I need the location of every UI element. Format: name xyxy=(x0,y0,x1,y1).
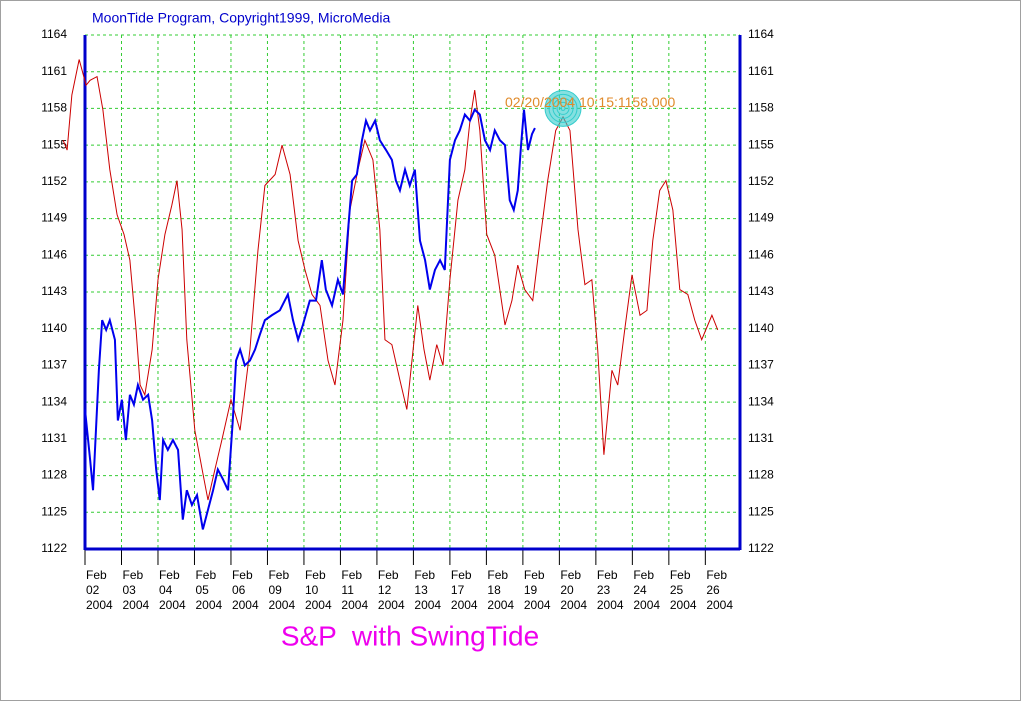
x-tick-label: Feb 25 2004 xyxy=(669,568,697,612)
y-tick-label: 1128 xyxy=(41,468,67,482)
y-tick-label: 1155 xyxy=(41,137,67,151)
y2-tick-label: 1125 xyxy=(748,504,774,518)
y2-tick-label: 1161 xyxy=(748,64,774,78)
y-tick-label: 1122 xyxy=(41,541,67,555)
y-tick-label: 1143 xyxy=(41,284,67,298)
x-tick-label: Feb 12 2004 xyxy=(377,568,405,612)
y2-tick-label: 1152 xyxy=(748,174,774,188)
x-tick-label: Feb 03 2004 xyxy=(122,568,150,612)
x-tick-label: Feb 02 2004 xyxy=(86,568,113,612)
y2-tick-label: 1164 xyxy=(748,27,774,41)
y-tick-label: 1134 xyxy=(41,394,67,408)
y2-tick-label: 1146 xyxy=(748,247,774,261)
chart-title: MoonTide Program, Copyright1999, MicroMe… xyxy=(92,10,390,26)
x-tick-label: Feb 09 2004 xyxy=(268,568,296,612)
y2-tick-label: 1128 xyxy=(748,468,774,482)
x-tick-label: Feb 23 2004 xyxy=(596,568,624,612)
x-tick-label: Feb 13 2004 xyxy=(414,568,442,612)
x-tick-label: Feb 06 2004 xyxy=(231,568,259,612)
x-tick-label: Feb 11 2004 xyxy=(341,568,369,612)
annotation-marker xyxy=(556,101,570,115)
series-line xyxy=(62,59,719,501)
y-tick-label: 1158 xyxy=(41,101,67,115)
chart-subtitle: S&P with SwingTide xyxy=(281,620,539,651)
y2-tick-label: 1137 xyxy=(748,358,774,372)
y-tick-label: 1131 xyxy=(41,431,67,445)
y-tick-label: 1164 xyxy=(41,27,67,41)
x-tick-label: Feb 05 2004 xyxy=(195,568,223,612)
annotation-marker xyxy=(548,93,578,123)
y-tick-label: 1161 xyxy=(41,64,67,78)
annotation-marker xyxy=(560,105,566,111)
y-tick-label: 1146 xyxy=(41,247,67,261)
x-tick-label: Feb 17 2004 xyxy=(450,568,478,612)
y-tick-label: 1125 xyxy=(41,504,67,518)
y2-tick-label: 1143 xyxy=(748,284,774,298)
y2-tick-label: 1155 xyxy=(748,137,774,151)
x-tick-label: Feb 24 2004 xyxy=(633,568,661,612)
y2-tick-label: 1131 xyxy=(748,431,774,445)
y-tick-label: 1137 xyxy=(41,358,67,372)
y-tick-label: 1140 xyxy=(41,321,67,335)
x-tick-label: Feb 19 2004 xyxy=(523,568,551,612)
x-tick-label: Feb 10 2004 xyxy=(304,568,332,612)
x-tick-label: Feb 18 2004 xyxy=(487,568,515,612)
y2-tick-label: 1140 xyxy=(748,321,774,335)
y2-tick-label: 1122 xyxy=(748,541,774,555)
x-tick-label: Feb 04 2004 xyxy=(158,568,186,612)
y-tick-label: 1152 xyxy=(41,174,67,188)
series-line xyxy=(84,107,536,530)
annotation-marker xyxy=(552,97,574,119)
annotation-marker xyxy=(544,89,582,127)
x-tick-label: Feb 26 2004 xyxy=(706,568,734,612)
y-tick-label: 1149 xyxy=(41,211,67,225)
y2-tick-label: 1158 xyxy=(748,101,774,115)
annotation: 02/20/2004 10:15:1158.000 xyxy=(505,94,675,110)
y2-tick-label: 1149 xyxy=(748,211,774,225)
x-tick-label: Feb 20 2004 xyxy=(560,568,588,612)
y2-tick-label: 1134 xyxy=(748,394,774,408)
